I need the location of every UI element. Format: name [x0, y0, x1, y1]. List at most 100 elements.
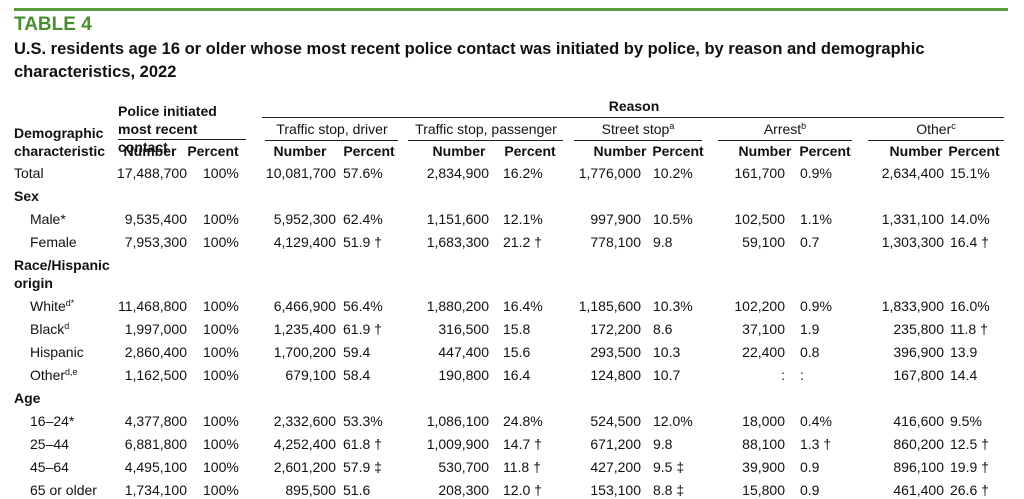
cell-percent: 10.3 — [653, 344, 681, 360]
header-rule — [265, 140, 398, 141]
cell-number: 1,151,600 — [426, 211, 489, 227]
column-header: Percent — [652, 143, 704, 159]
cell-percent: 26.6 † — [950, 482, 989, 498]
cell-number: 1,833,900 — [881, 298, 944, 314]
cell-percent: 16.4 † — [950, 234, 989, 250]
cell-percent: 14.7 † — [503, 436, 542, 452]
top-rule — [14, 8, 1008, 11]
cell-number: 39,900 — [742, 459, 785, 475]
cell-number: 679,100 — [285, 367, 336, 383]
cell-percent: 12.1% — [503, 211, 543, 227]
cell-number: 427,200 — [590, 459, 641, 475]
cell-percent: 13.9 — [950, 344, 978, 360]
header-rule — [868, 140, 1004, 141]
cell-percent: 1.1% — [800, 211, 832, 227]
column-header: Percent — [187, 143, 239, 159]
row-header: Demographic characteristic — [14, 125, 106, 159]
cell-number: 530,700 — [438, 459, 489, 475]
cell-number: 1,235,400 — [273, 321, 336, 337]
cell-percent: 9.5 ‡ — [653, 459, 685, 475]
cell-percent: 100% — [203, 459, 239, 475]
cell-number: : — [781, 367, 785, 383]
cell-percent: 9.5% — [950, 413, 982, 429]
table-title: U.S. residents age 16 or older whose mos… — [14, 40, 925, 81]
cell-percent: 15.1% — [950, 165, 990, 181]
cell-percent: 100% — [203, 211, 239, 227]
cell-number: 4,495,100 — [124, 459, 187, 475]
cell-percent: 16.0% — [950, 298, 990, 314]
column-header: Percent — [343, 143, 395, 159]
cell-number: 88,100 — [742, 436, 785, 452]
cell-number: 447,400 — [438, 344, 489, 360]
cell-percent: 57.6% — [343, 165, 383, 181]
cell-percent: 100% — [203, 165, 239, 181]
cell-number: 671,200 — [590, 436, 641, 452]
row-label: 16–24* — [30, 413, 75, 429]
cell-percent: 61.9 † — [343, 321, 382, 337]
cell-number: 293,500 — [590, 344, 641, 360]
cell-number: 6,881,800 — [124, 436, 187, 452]
cell-number: 860,200 — [893, 436, 944, 452]
cell-percent: 100% — [203, 234, 239, 250]
reason-label: Otherc — [916, 121, 956, 137]
cell-percent: 1.9 — [800, 321, 820, 337]
header-rule — [118, 139, 246, 140]
cell-percent: 0.9 — [800, 459, 820, 475]
cell-number: 235,800 — [893, 321, 944, 337]
cell-percent: 14.4 — [950, 367, 978, 383]
cell-number: 153,100 — [590, 482, 641, 498]
cell-number: 396,900 — [893, 344, 944, 360]
column-header: Number — [738, 143, 792, 159]
cell-number: 1,880,200 — [426, 298, 489, 314]
header-rule — [408, 140, 563, 141]
cell-number: 2,860,400 — [124, 344, 187, 360]
cell-number: 22,400 — [742, 344, 785, 360]
cell-percent: 16.2% — [503, 165, 543, 181]
cell-number: 1,303,300 — [881, 234, 944, 250]
row-label: 45–64 — [30, 459, 69, 475]
cell-percent: 100% — [203, 413, 239, 429]
cell-number: 416,600 — [893, 413, 944, 429]
row-label: Female — [30, 234, 77, 250]
cell-percent: 100% — [203, 482, 239, 498]
cell-number: 2,634,400 — [881, 165, 944, 181]
cell-percent: 15.6 — [503, 344, 531, 360]
cell-number: 4,252,400 — [273, 436, 336, 452]
cell-number: 2,601,200 — [273, 459, 336, 475]
cell-number: 18,000 — [742, 413, 785, 429]
cell-number: 461,400 — [893, 482, 944, 498]
cell-number: 997,900 — [590, 211, 641, 227]
cell-percent: 100% — [203, 298, 239, 314]
cell-number: 124,800 — [590, 367, 641, 383]
column-header: Number — [123, 143, 177, 159]
cell-percent: 62.4% — [343, 211, 383, 227]
cell-number: 2,834,900 — [426, 165, 489, 181]
cell-number: 59,100 — [742, 234, 785, 250]
row-label: Male* — [30, 211, 66, 227]
cell-percent: 61.8 † — [343, 436, 382, 452]
cell-percent: 21.2 † — [503, 234, 542, 250]
superscript: d* — [65, 298, 75, 308]
cell-percent: 8.6 — [653, 321, 673, 337]
cell-number: 4,377,800 — [124, 413, 187, 429]
cell-percent: 14.0% — [950, 211, 990, 227]
cell-percent: 100% — [203, 344, 239, 360]
cell-percent: 0.8 — [800, 344, 820, 360]
cell-number: 896,100 — [893, 459, 944, 475]
cell-percent: 12.5 † — [950, 436, 989, 452]
superscript: d,e — [65, 367, 78, 377]
cell-percent: 8.8 ‡ — [653, 482, 685, 498]
cell-percent: 53.3% — [343, 413, 383, 429]
cell-number: 1,700,200 — [273, 344, 336, 360]
cell-percent: 59.4 — [343, 344, 371, 360]
reason-label: Traffic stop, driver — [276, 121, 388, 137]
cell-percent: 0.9% — [800, 298, 832, 314]
cell-percent: 10.2% — [653, 165, 693, 181]
cell-number: 1,734,100 — [124, 482, 187, 498]
section-label: Race/Hispanic origin — [14, 257, 110, 291]
cell-number: 37,100 — [742, 321, 785, 337]
column-header: Percent — [504, 143, 556, 159]
cell-number: 17,488,700 — [116, 165, 187, 181]
column-header: Percent — [799, 143, 851, 159]
